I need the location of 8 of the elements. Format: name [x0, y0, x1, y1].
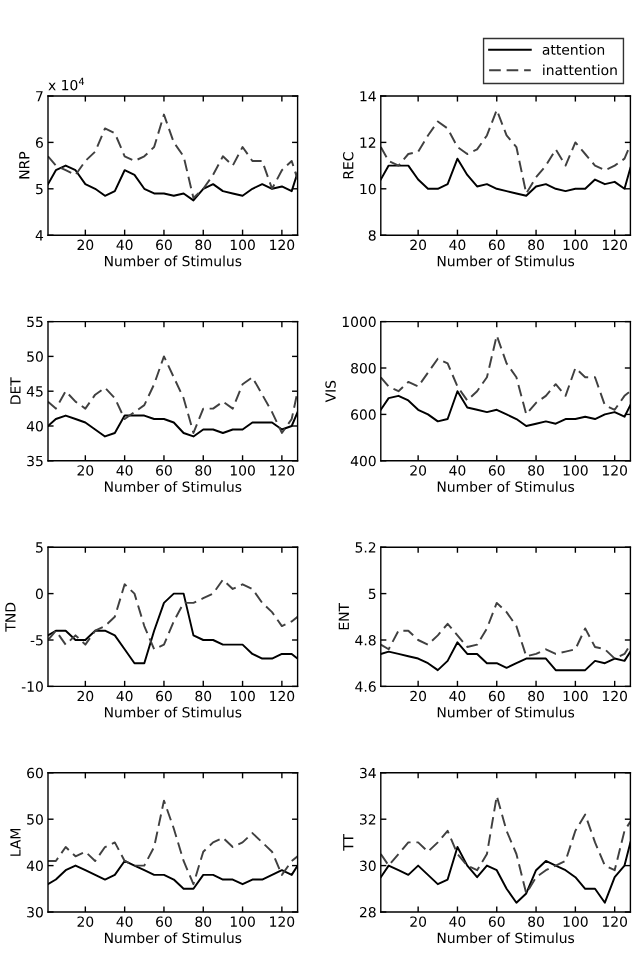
line-series [48, 799, 298, 886]
line-series [48, 578, 298, 651]
line-series [48, 355, 298, 434]
line-series [380, 601, 631, 660]
line-series [380, 795, 631, 895]
line-series [380, 108, 631, 195]
line-series [380, 334, 631, 416]
line-series [48, 113, 298, 200]
